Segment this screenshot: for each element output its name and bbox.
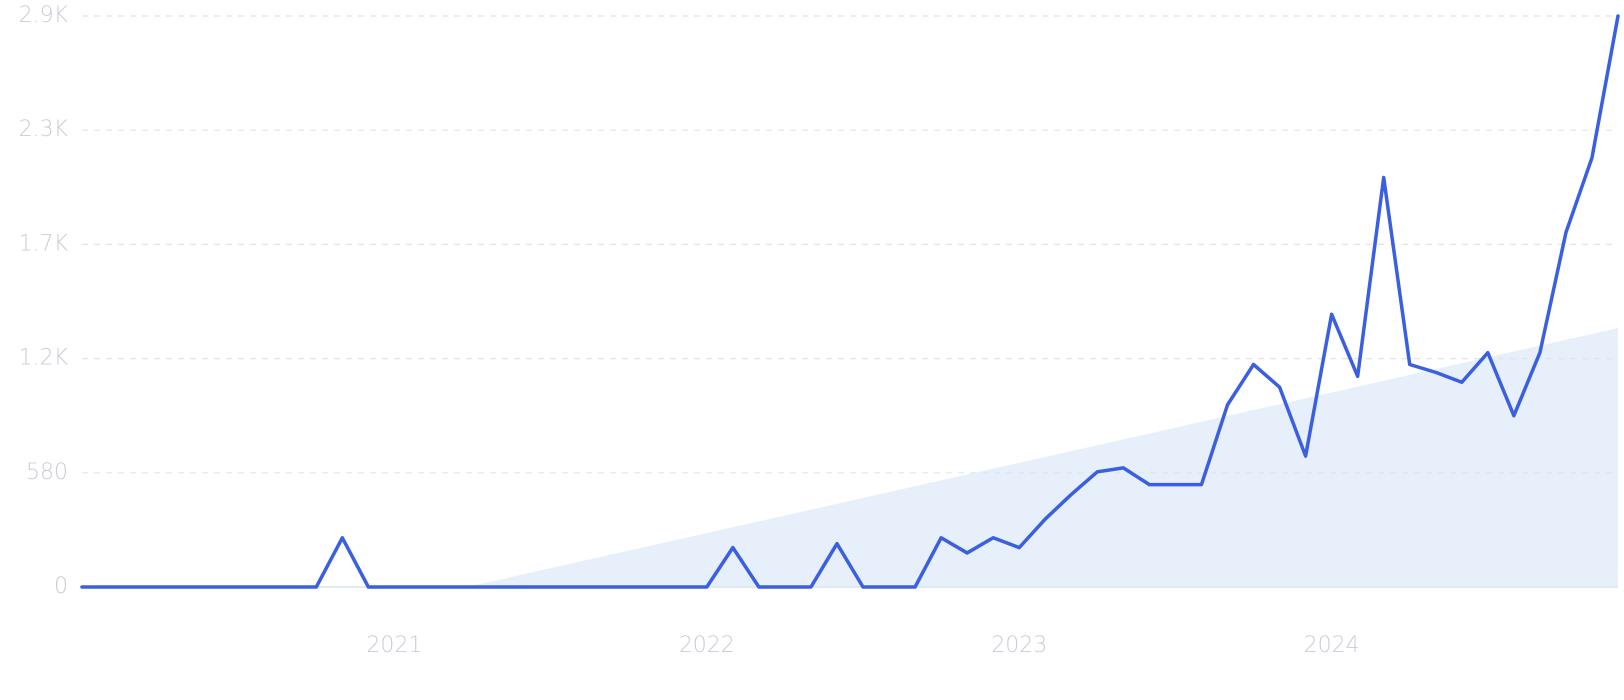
x-tick-label: 2024: [1304, 633, 1360, 658]
y-tick-label: 1.2K: [19, 346, 69, 371]
trend-area: [467, 328, 1619, 587]
line: [80, 14, 1620, 589]
x-tick-label: 2023: [991, 633, 1047, 658]
x-tick-label: 2021: [366, 633, 422, 658]
y-tick-label: 0: [54, 574, 68, 599]
y-tick-label: 580: [26, 460, 68, 485]
x-tick-label: 2022: [679, 633, 735, 658]
y-tick-label: 2.3K: [19, 117, 69, 142]
y-tick-label: 2.9K: [19, 3, 69, 28]
y-tick-label: 1.7K: [19, 231, 69, 256]
